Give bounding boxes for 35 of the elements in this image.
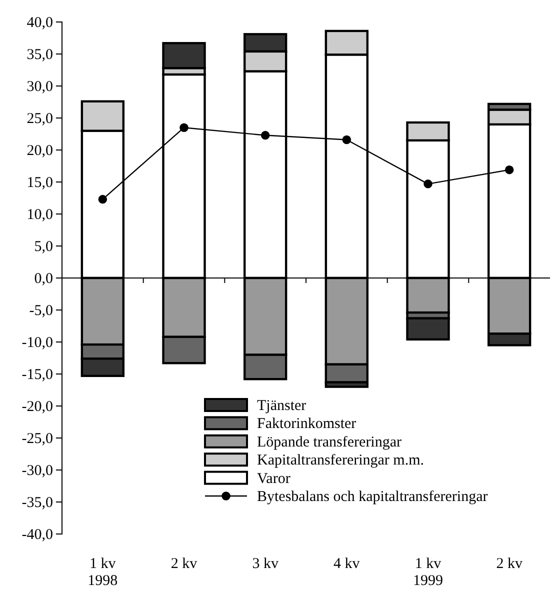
legend-label: Faktorinkomster: [257, 416, 356, 432]
legend-label: Kapitaltransfereringar m.m.: [257, 452, 424, 469]
y-tick-label: -30,0: [22, 462, 53, 479]
y-tick-label: 40,0: [26, 14, 53, 31]
y-tick-label: -40,0: [22, 526, 53, 543]
y-tick-label: 5,0: [34, 238, 53, 255]
y-tick-label: 0,0: [34, 270, 53, 287]
legend-label: Tjänster: [257, 398, 306, 414]
x-tick-label: 3 kv: [252, 556, 279, 572]
x-tick-label: 2 kv: [170, 556, 198, 572]
point: [504, 165, 514, 174]
y-tick-label: -10,0: [22, 334, 53, 351]
point: [260, 130, 270, 140]
legend-label: Varor: [257, 470, 290, 487]
point: [424, 180, 432, 188]
y-tick-label: 35,0: [26, 46, 53, 63]
y-tick-label: -35,0: [22, 494, 53, 511]
y-tick-label: 10,0: [26, 206, 53, 223]
y-tick-label: -20,0: [22, 398, 53, 415]
legend-label: Löpande transfereringar: [257, 434, 402, 450]
y-tick-label: 15,0: [26, 174, 53, 191]
y-tick-label: 20,0: [26, 142, 53, 159]
y-tick-label: 25,0: [26, 110, 53, 127]
y-tick-label: -15,0: [22, 366, 53, 383]
point: [180, 123, 188, 132]
x-tick-label: 4 kv: [334, 556, 360, 572]
y-tick-label: -25,0: [22, 430, 53, 447]
x-tick-label: 1 kv 1999: [413, 556, 443, 589]
x-tick-label: 1 kv 1998: [88, 556, 118, 589]
point: [342, 135, 352, 144]
legend-label: Bytesbalans och kapitaltransfereringar: [257, 489, 488, 505]
point: [98, 194, 108, 204]
y-tick-label: 30,0: [26, 78, 53, 95]
x-tick-label: 2 kv: [496, 556, 523, 572]
y-tick-label: -5,0: [29, 302, 53, 319]
